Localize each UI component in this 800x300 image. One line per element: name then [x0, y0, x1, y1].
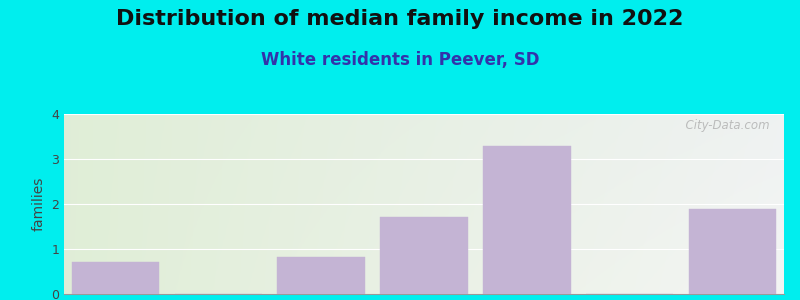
- Y-axis label: families: families: [31, 177, 46, 231]
- Bar: [689, 209, 776, 294]
- Text: City-Data.com: City-Data.com: [678, 119, 770, 132]
- Text: White residents in Peever, SD: White residents in Peever, SD: [261, 51, 539, 69]
- Bar: [72, 262, 159, 294]
- Text: Distribution of median family income in 2022: Distribution of median family income in …: [116, 9, 684, 29]
- Bar: [380, 217, 468, 294]
- Bar: [483, 146, 570, 294]
- Bar: [278, 257, 365, 294]
